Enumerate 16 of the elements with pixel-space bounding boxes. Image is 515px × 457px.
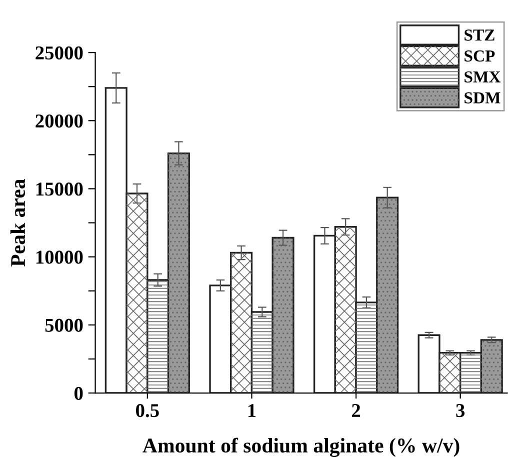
x-axis-title: Amount of sodium alginate (% w/v) <box>142 438 460 457</box>
x-tick-label: 2 <box>352 404 360 417</box>
y-axis-title: Peak area <box>10 179 26 267</box>
legend-label: SMX <box>464 71 501 83</box>
y-tick-label: 20000 <box>36 114 83 128</box>
y-tick-label: 5000 <box>45 318 83 332</box>
x-tick-label: 0.5 <box>136 404 159 418</box>
y-tick-label: 25000 <box>36 46 83 60</box>
x-tick-label: 3 <box>456 404 465 418</box>
legend-label: STZ <box>464 30 494 41</box>
y-tick-label: 15000 <box>36 182 83 196</box>
legend-label: SCP <box>464 50 495 62</box>
x-tick-label: 1 <box>248 404 256 417</box>
y-tick-label: 0 <box>74 386 83 400</box>
y-tick-label: 10000 <box>36 250 83 264</box>
legend-label: SDM <box>464 92 500 104</box>
